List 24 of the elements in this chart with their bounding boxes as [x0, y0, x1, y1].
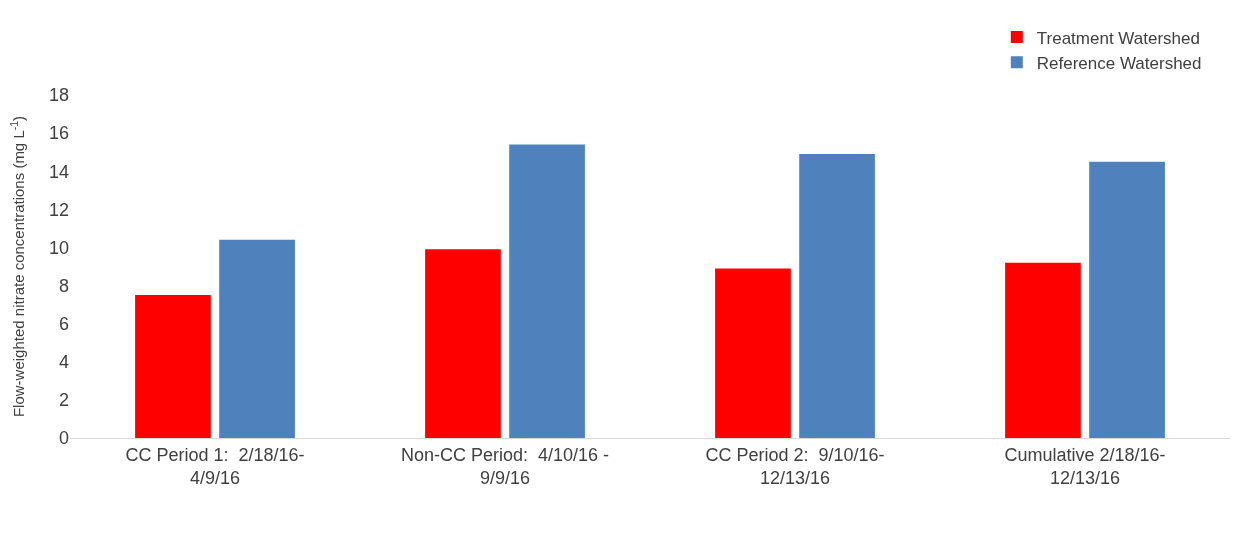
bar: [1005, 262, 1081, 438]
bar: [425, 249, 501, 438]
y-tick-label: 8: [58, 275, 69, 296]
y-tick-label: 2: [58, 390, 69, 411]
bar: [799, 154, 875, 438]
x-tick-label: Non-CC Period: 4/10/16 - 9/9/16: [400, 444, 610, 488]
bar: [219, 239, 295, 438]
y-tick-label: 6: [58, 313, 69, 334]
y-tick-label: 12: [48, 199, 69, 220]
x-tick-label: CC Period 1: 2/18/16- 4/9/16: [125, 444, 305, 488]
legend-label: Treatment Watershed: [1036, 28, 1200, 48]
bar: [715, 268, 791, 438]
y-tick-label: 0: [58, 428, 69, 449]
y-tick-label: 18: [48, 85, 69, 106]
bar: [135, 295, 211, 438]
y-tick-label: 10: [48, 237, 69, 258]
bar: [1089, 161, 1165, 438]
legend-label: Reference Watershed: [1036, 53, 1202, 73]
y-tick-label: 4: [58, 352, 69, 373]
y-tick-label: 16: [48, 123, 69, 144]
x-tick-label: CC Period 2: 9/10/16- 12/13/16: [705, 444, 885, 488]
x-tick-label: Cumulative 2/18/16- 12/13/16: [1004, 444, 1166, 488]
y-tick-label: 14: [48, 161, 69, 182]
bar: [509, 144, 585, 438]
